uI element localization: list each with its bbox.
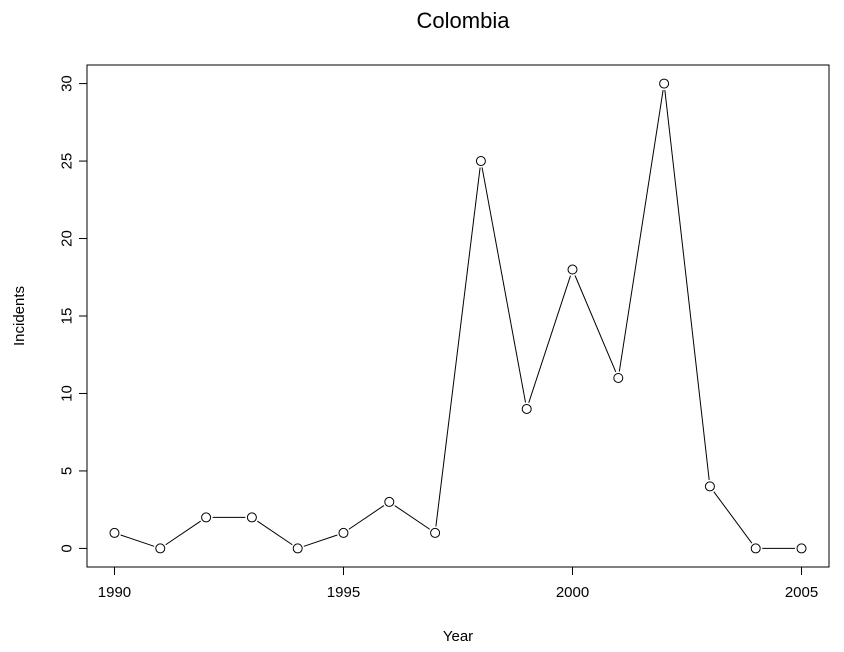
- y-tick-label: 25: [59, 153, 76, 170]
- series-line-segment: [165, 520, 201, 546]
- y-tick-label: 20: [59, 230, 76, 247]
- y-tick-label: 10: [59, 385, 76, 402]
- data-point: [567, 264, 578, 275]
- y-axis-label: Incidents: [11, 286, 28, 346]
- series-line-segment: [481, 167, 527, 403]
- data-point: [430, 527, 441, 538]
- data-point: [384, 496, 395, 507]
- series-line-segment: [618, 89, 664, 372]
- series-line-segment: [713, 491, 753, 544]
- data-point: [475, 156, 486, 167]
- series-line-segment: [303, 534, 338, 547]
- series-line-segment: [256, 520, 293, 546]
- data-point: [704, 481, 715, 492]
- series-line-segment: [120, 534, 155, 547]
- data-point: [109, 527, 120, 538]
- y-tick-label: 5: [59, 467, 76, 475]
- data-point: [201, 512, 212, 523]
- data-point: [155, 543, 166, 554]
- data-point: [292, 543, 303, 554]
- series-line-segment: [528, 275, 571, 403]
- x-axis: 1990 1995 2000 2005: [98, 566, 818, 601]
- y-tick-label: 30: [59, 75, 76, 92]
- plot-frame: [86, 64, 830, 568]
- data-point: [659, 78, 670, 89]
- y-axis: 0 5 10 15 20 25 30: [59, 75, 88, 553]
- x-tick-label: 2000: [556, 584, 589, 601]
- series-line-segment: [394, 505, 430, 530]
- chart-title: Colombia: [417, 8, 511, 33]
- data-point: [750, 543, 761, 554]
- series-line-segment: [435, 167, 481, 527]
- series-line-segment: [574, 275, 617, 373]
- data-series: [109, 78, 807, 554]
- series-line-segment: [348, 505, 385, 530]
- data-point: [796, 543, 807, 554]
- y-tick-label: 15: [59, 308, 76, 325]
- y-tick-label: 0: [59, 544, 76, 552]
- data-point: [613, 372, 624, 383]
- data-point: [246, 512, 257, 523]
- data-point: [521, 403, 532, 414]
- x-tick-label: 1995: [327, 584, 360, 601]
- data-point: [338, 527, 349, 538]
- x-axis-label: Year: [443, 628, 473, 645]
- series-line-segment: [664, 89, 710, 481]
- x-tick-label: 2005: [785, 584, 818, 601]
- x-tick-label: 1990: [98, 584, 131, 601]
